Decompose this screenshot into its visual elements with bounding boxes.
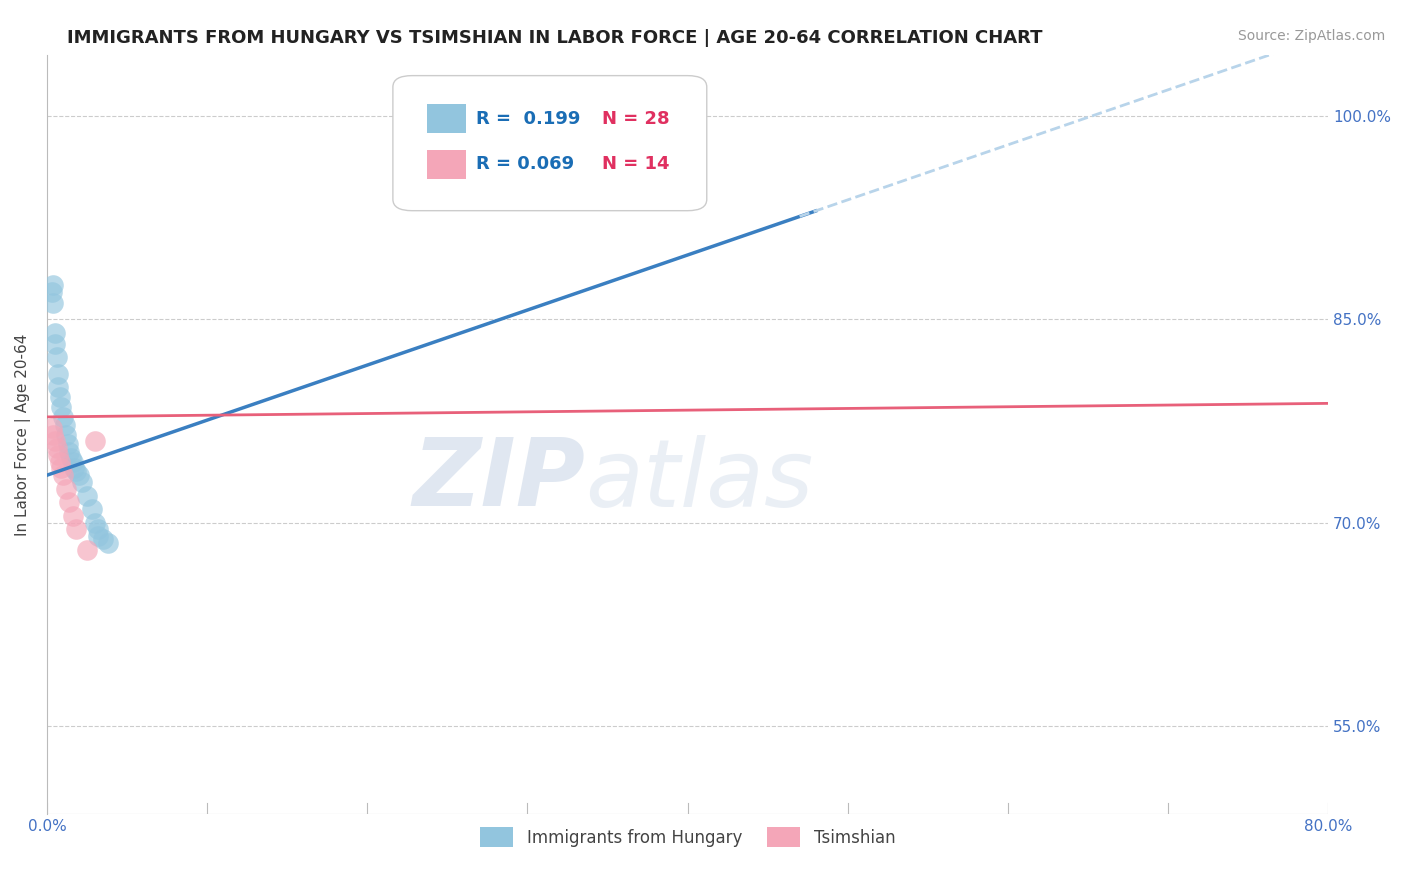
Point [41, 421, 63, 435]
Point [51, 461, 73, 475]
Point [62, 508, 84, 523]
Point [42, 278, 65, 293]
Point [91, 532, 114, 546]
Bar [427, 104, 465, 133]
Point [42, 296, 65, 310]
FancyBboxPatch shape [392, 76, 707, 211]
Point [55, 482, 77, 496]
Text: IMMIGRANTS FROM HUNGARY VS TSIMSHIAN IN LABOR FORCE | AGE 20-64 CORRELATION CHAR: IMMIGRANTS FROM HUNGARY VS TSIMSHIAN IN … [67, 29, 1043, 47]
Text: atlas: atlas [585, 434, 813, 525]
Point [44, 326, 66, 340]
Point [45, 441, 67, 455]
Point [46, 448, 69, 462]
Point [59, 450, 82, 465]
Text: Source: ZipAtlas.com: Source: ZipAtlas.com [1237, 29, 1385, 44]
Point [44, 336, 66, 351]
Point [76, 542, 98, 557]
Point [67, 468, 90, 483]
Text: N = 28: N = 28 [602, 110, 669, 128]
Point [45, 351, 67, 365]
Point [56, 437, 79, 451]
Point [58, 495, 80, 509]
Text: N = 14: N = 14 [602, 155, 669, 173]
Y-axis label: In Labor Force | Age 20-64: In Labor Force | Age 20-64 [15, 334, 31, 536]
Point [46, 367, 69, 381]
Point [53, 418, 76, 433]
Point [97, 536, 120, 550]
Point [84, 516, 107, 530]
Legend: Immigrants from Hungary, Tsimshian: Immigrants from Hungary, Tsimshian [471, 819, 904, 855]
Point [52, 409, 75, 424]
Point [46, 380, 69, 394]
Text: ZIP: ZIP [412, 434, 585, 526]
Point [44, 434, 66, 449]
Point [65, 464, 87, 478]
Point [41, 285, 63, 300]
Point [55, 427, 77, 442]
Point [63, 461, 86, 475]
Point [58, 445, 80, 459]
Point [42, 427, 65, 442]
Bar [427, 150, 465, 178]
Point [70, 475, 93, 489]
Point [65, 522, 87, 536]
Point [51, 401, 73, 415]
Point [49, 455, 72, 469]
Point [49, 390, 72, 404]
Point [87, 522, 110, 536]
Point [62, 455, 84, 469]
Point [52, 468, 75, 483]
Point [80, 502, 103, 516]
Text: R =  0.199: R = 0.199 [477, 110, 581, 128]
Point [87, 529, 110, 543]
Point [84, 434, 107, 449]
Text: R = 0.069: R = 0.069 [477, 155, 574, 173]
Point [76, 489, 98, 503]
